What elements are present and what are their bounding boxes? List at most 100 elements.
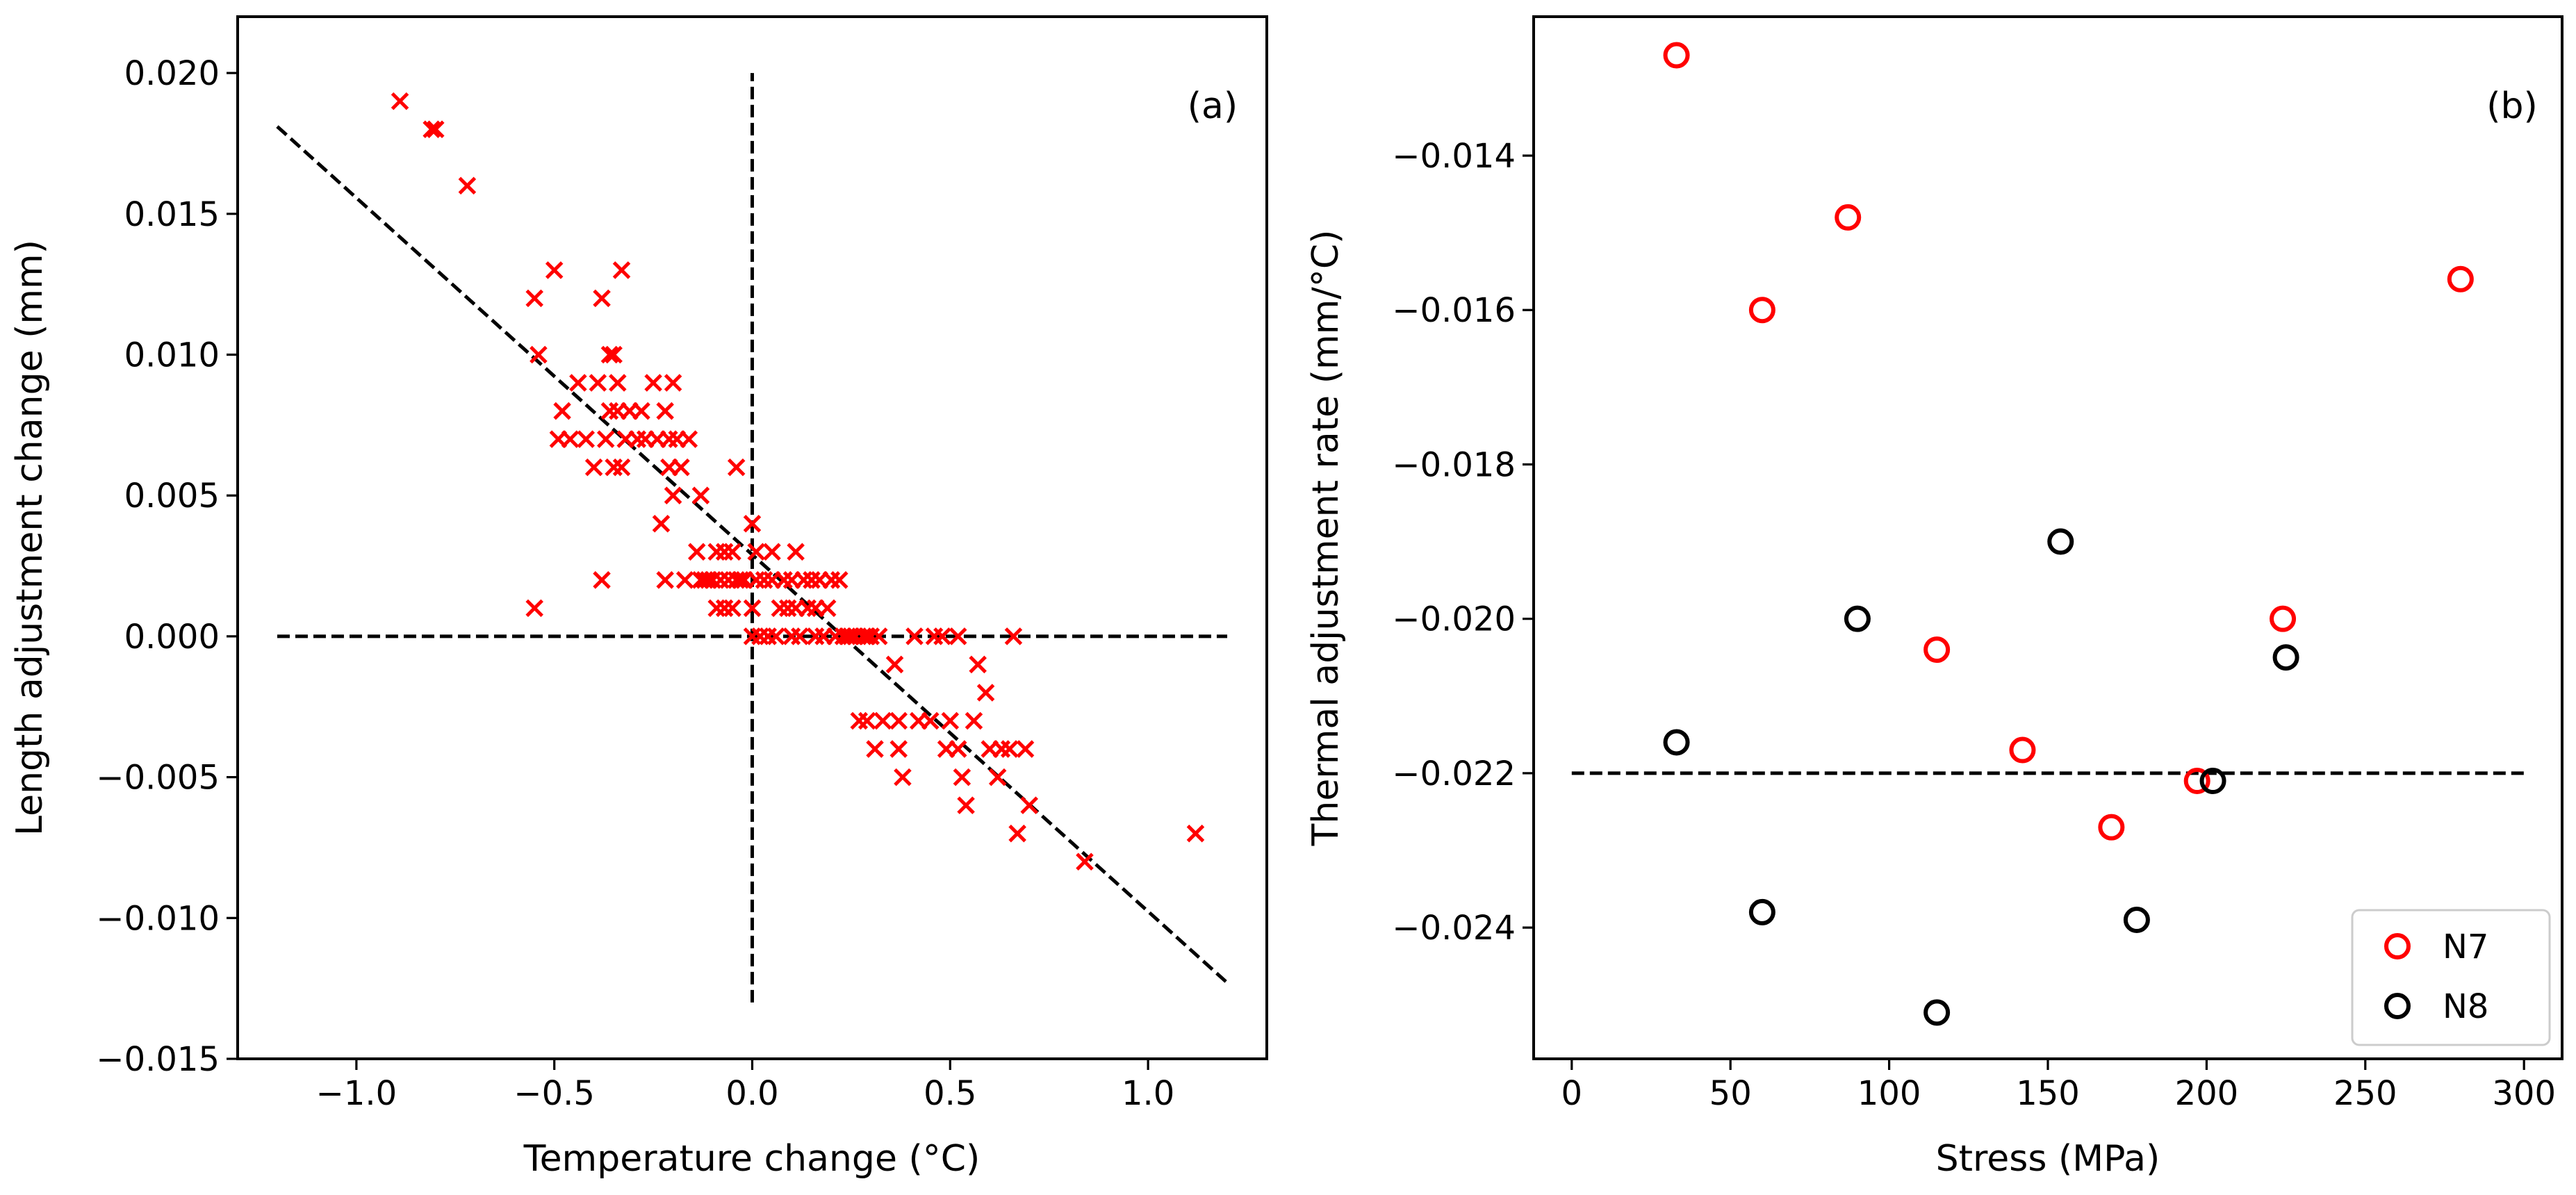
x-tick-label: 250 xyxy=(2333,1074,2397,1113)
data-point-x-marker xyxy=(921,711,940,730)
data-point-x-marker xyxy=(605,345,623,364)
data-point-x-marker xyxy=(707,599,726,618)
y-tick-label: −0.015 xyxy=(96,1040,220,1079)
panel-a-scatter: −1.0 −0.5 0.0 0.5 1.0 −0.015 −0.010 −0.005 0.00… xyxy=(9,15,1268,1180)
data-point-x-marker xyxy=(691,486,710,504)
panel-a-y-ticks: −0.015 −0.010 −0.005 0.000 0.005 0.010 0.015 0.… xyxy=(96,54,238,1079)
data-point-x-marker xyxy=(612,458,631,477)
x-tick-label: 100 xyxy=(1857,1074,1921,1113)
data-point-x-marker xyxy=(988,768,1007,786)
data-point-x-marker xyxy=(569,374,587,392)
data-point-n7 xyxy=(1835,204,1862,231)
data-point-x-marker xyxy=(593,289,611,308)
data-point-x-marker xyxy=(763,543,781,561)
data-point-x-marker xyxy=(1076,852,1094,871)
x-tick-label: 0 xyxy=(1561,1074,1583,1113)
data-point-x-marker xyxy=(600,345,619,364)
data-point-x-marker xyxy=(870,627,888,645)
data-point-x-marker xyxy=(577,430,596,448)
data-point-x-marker xyxy=(600,402,619,420)
data-point-n8 xyxy=(2123,907,2150,933)
data-point-x-marker xyxy=(992,740,1011,758)
data-point-x-marker xyxy=(818,599,837,618)
data-point-x-marker xyxy=(803,571,821,589)
y-tick-label: −0.018 xyxy=(1392,445,1516,484)
data-point-x-marker xyxy=(850,711,869,730)
data-point-x-marker xyxy=(656,571,674,589)
y-tick-label: −0.020 xyxy=(1392,600,1516,639)
data-point-x-marker xyxy=(1186,824,1205,843)
data-point-x-marker xyxy=(561,430,580,448)
data-point-x-marker xyxy=(743,599,762,618)
data-point-n7 xyxy=(2447,265,2474,292)
data-point-n7 xyxy=(1663,42,1690,69)
data-point-x-marker xyxy=(723,543,741,561)
x-tick-label: 0.0 xyxy=(725,1074,778,1113)
data-point-x-marker xyxy=(1020,796,1038,814)
y-tick-label: −0.022 xyxy=(1392,755,1516,793)
panel-b-points xyxy=(1663,42,2474,1026)
data-point-x-marker xyxy=(894,768,912,786)
data-point-x-marker xyxy=(715,599,734,618)
data-point-n8 xyxy=(1923,999,1951,1026)
data-point-x-marker xyxy=(525,599,543,618)
data-point-x-marker xyxy=(866,740,884,758)
panel-a-x-ticks: −1.0 −0.5 0.0 0.5 1.0 xyxy=(316,1059,1174,1113)
y-tick-label: −0.014 xyxy=(1392,137,1516,176)
data-point-n8 xyxy=(2047,528,2074,555)
legend-label-n7: N7 xyxy=(2443,928,2488,966)
data-point-x-marker xyxy=(771,599,789,618)
data-point-x-marker xyxy=(593,571,611,589)
panel-b-x-ticks: 0 50 100 150 200 250 300 xyxy=(1561,1059,2556,1113)
data-point-x-marker xyxy=(830,571,848,589)
data-point-x-marker xyxy=(712,571,730,589)
y-tick-label: 0.015 xyxy=(124,195,220,234)
data-point-x-marker xyxy=(680,430,698,448)
x-tick-label: −1.0 xyxy=(316,1074,397,1113)
data-point-x-marker xyxy=(822,571,841,589)
data-point-n7 xyxy=(2009,736,2036,764)
data-point-n7 xyxy=(2183,768,2210,794)
x-tick-label: 0.5 xyxy=(924,1074,976,1113)
data-point-n7 xyxy=(1923,636,1951,664)
data-point-x-marker xyxy=(656,402,674,420)
data-point-x-marker xyxy=(1008,824,1026,843)
data-point-x-marker xyxy=(553,402,571,420)
data-point-x-marker xyxy=(965,711,983,730)
data-point-x-marker xyxy=(723,599,741,618)
data-point-x-marker xyxy=(644,374,662,392)
data-point-x-marker xyxy=(755,571,773,589)
data-point-x-marker xyxy=(589,374,607,392)
panel-a-label: (a) xyxy=(1188,85,1238,127)
data-point-x-marker xyxy=(743,514,762,533)
data-point-x-marker xyxy=(766,627,785,645)
panel-a-points xyxy=(391,92,1205,871)
data-point-n8 xyxy=(1844,605,1871,632)
x-tick-label: 50 xyxy=(1709,1074,1752,1113)
data-point-n8 xyxy=(1748,898,1775,925)
data-point-x-marker xyxy=(885,655,904,674)
panel-b-x-axis-label: Stress (MPa) xyxy=(1936,1138,2160,1180)
data-point-x-marker xyxy=(1004,627,1023,645)
data-point-n8 xyxy=(2272,644,2299,671)
legend-box xyxy=(2351,909,2551,1046)
data-point-x-marker xyxy=(1000,740,1019,758)
panel-a-x-axis-label: Temperature change (°C) xyxy=(523,1138,981,1180)
y-tick-label: 0.000 xyxy=(124,618,220,657)
data-point-x-marker xyxy=(687,543,706,561)
data-point-x-marker xyxy=(941,711,960,730)
legend-marker-n7 xyxy=(2384,933,2411,959)
data-point-x-marker xyxy=(675,571,694,589)
y-tick-label: 0.005 xyxy=(124,477,220,516)
data-point-x-marker xyxy=(652,514,671,533)
data-point-x-marker xyxy=(605,458,623,477)
data-point-x-marker xyxy=(664,486,682,504)
data-point-x-marker xyxy=(458,176,477,195)
data-point-x-marker xyxy=(632,402,650,420)
panel-b-y-ticks: −0.024 −0.022 −0.020 −0.018 −0.016 −0.014 xyxy=(1392,137,1534,948)
data-point-x-marker xyxy=(525,289,543,308)
data-point-x-marker xyxy=(707,543,726,561)
y-tick-label: 0.020 xyxy=(124,54,220,93)
data-point-x-marker xyxy=(933,627,951,645)
data-point-x-marker xyxy=(596,430,615,448)
